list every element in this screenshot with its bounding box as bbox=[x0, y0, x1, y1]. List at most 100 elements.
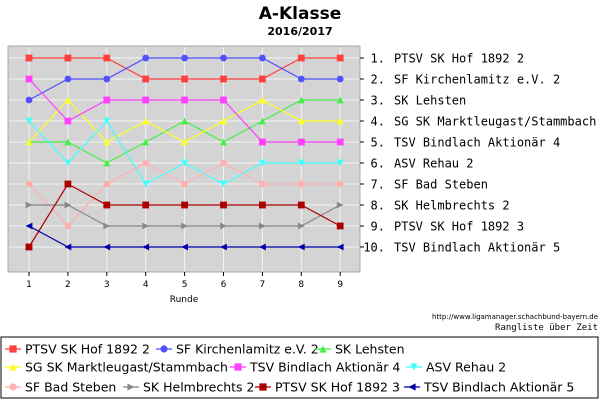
data-point bbox=[64, 180, 72, 188]
data-point bbox=[181, 138, 188, 146]
legend-item: SK Helmbrechts 2 bbox=[123, 380, 254, 395]
data-point bbox=[336, 117, 344, 125]
legend-label: PTSV SK Hof 1892 2 bbox=[25, 342, 150, 357]
data-point bbox=[142, 159, 150, 167]
legend-item: TSV Bindlach Aktionär 4 bbox=[230, 360, 400, 375]
x-tick-label: 3 bbox=[104, 280, 110, 290]
legend-item: SG SK Marktleugast/Stammbach bbox=[5, 360, 228, 375]
legend-swatch-marker bbox=[234, 363, 242, 371]
data-point bbox=[64, 159, 72, 167]
data-point bbox=[103, 96, 111, 104]
credit-url: http://www.ligamanager.schachbund-bayern… bbox=[432, 313, 598, 321]
data-point bbox=[64, 201, 72, 209]
data-point bbox=[220, 117, 227, 125]
rank-label: 10. TSV Bindlach Aktionär 5 bbox=[363, 241, 560, 255]
chart-subtitle: 2016/2017 bbox=[267, 25, 332, 38]
legend-swatch-marker bbox=[9, 363, 17, 371]
data-point bbox=[259, 138, 266, 146]
series bbox=[25, 75, 344, 146]
x-tick-label: 7 bbox=[260, 280, 266, 290]
legend-label: TSV Bindlach Aktionär 5 bbox=[423, 380, 574, 395]
x-axis-label: Runde bbox=[170, 295, 199, 305]
x-tick-label: 4 bbox=[143, 280, 149, 290]
data-point bbox=[181, 201, 188, 209]
data-point bbox=[220, 201, 227, 209]
series bbox=[25, 54, 344, 104]
ranking-labels: 1. PTSV SK Hof 1892 2 2. SF Kirchenlamitz e… bbox=[360, 52, 596, 255]
data-point bbox=[220, 138, 227, 146]
series bbox=[25, 201, 344, 230]
data-point bbox=[336, 243, 344, 251]
rank-label: 7. SF Bad Steben bbox=[371, 178, 488, 192]
legend-swatch-marker bbox=[410, 363, 418, 371]
x-tick-label: 8 bbox=[298, 280, 304, 290]
data-point bbox=[336, 180, 344, 188]
data-point bbox=[220, 75, 227, 83]
data-point bbox=[336, 75, 344, 83]
legend-item: PTSV SK Hof 1892 2 bbox=[5, 342, 150, 357]
x-tick-label: 6 bbox=[221, 280, 227, 290]
legend-swatch-marker bbox=[9, 345, 17, 353]
legend-swatch-marker bbox=[9, 383, 17, 391]
series bbox=[25, 117, 344, 188]
data-point bbox=[259, 180, 266, 188]
data-point bbox=[181, 75, 188, 83]
data-point bbox=[103, 222, 111, 230]
legend-item: TSV Bindlach Aktionär 5 bbox=[404, 380, 574, 395]
data-point bbox=[25, 96, 33, 104]
data-point bbox=[220, 222, 227, 230]
data-point bbox=[259, 222, 266, 230]
legend-item: SK Lehsten bbox=[315, 342, 405, 357]
data-point bbox=[297, 54, 305, 62]
series bbox=[25, 54, 344, 83]
data-point bbox=[142, 117, 150, 125]
data-point bbox=[181, 54, 189, 62]
rank-label: 4. SG SK Marktleugast/Stammbach bbox=[371, 115, 597, 129]
data-point bbox=[64, 222, 72, 230]
data-point bbox=[142, 180, 150, 188]
legend-label: SG SK Marktleugast/Stammbach bbox=[25, 360, 228, 375]
legend-swatch-marker bbox=[127, 383, 135, 391]
data-point bbox=[103, 159, 111, 167]
data-point bbox=[103, 243, 111, 251]
legend-swatch-marker bbox=[319, 345, 327, 353]
rank-label: 9. PTSV SK Hof 1892 3 bbox=[371, 220, 525, 234]
data-point bbox=[142, 54, 150, 62]
data-point bbox=[142, 96, 150, 104]
data-point bbox=[25, 54, 33, 62]
legend-box bbox=[0, 336, 599, 399]
data-point bbox=[297, 159, 305, 167]
legend-label: SF Kirchenlamitz e.V. 2 bbox=[176, 342, 319, 357]
legend-item: SF Kirchenlamitz e.V. 2 bbox=[156, 342, 319, 357]
data-point bbox=[25, 243, 33, 251]
legend-swatch-marker bbox=[160, 345, 168, 353]
series bbox=[25, 222, 344, 251]
data-point bbox=[220, 243, 227, 251]
data-point bbox=[336, 96, 344, 104]
data-point bbox=[142, 243, 150, 251]
data-point bbox=[220, 54, 227, 62]
data-point bbox=[142, 138, 150, 146]
data-point bbox=[25, 201, 33, 209]
data-point bbox=[297, 117, 305, 125]
data-point bbox=[142, 75, 150, 83]
data-point bbox=[25, 222, 33, 230]
data-point bbox=[103, 54, 111, 62]
rank-label: 8. SK Helmbrechts 2 bbox=[371, 199, 510, 213]
x-tick-label: 5 bbox=[182, 280, 188, 290]
rank-label: 2. SF Kirchenlamitz e.V. 2 bbox=[371, 73, 561, 87]
data-point bbox=[259, 96, 266, 104]
data-point bbox=[220, 159, 227, 167]
chart-title: A-Klasse bbox=[259, 4, 341, 24]
data-point bbox=[103, 180, 111, 188]
rank-label: 3. SK Lehsten bbox=[371, 94, 467, 108]
data-point bbox=[103, 201, 111, 209]
series-group bbox=[25, 54, 344, 251]
data-point bbox=[297, 138, 305, 146]
data-point bbox=[259, 159, 266, 167]
x-tick-label: 1 bbox=[26, 280, 32, 290]
data-point bbox=[142, 222, 150, 230]
legend-label: SK Helmbrechts 2 bbox=[143, 380, 254, 395]
rank-label: 6. ASV Rehau 2 bbox=[371, 157, 474, 171]
